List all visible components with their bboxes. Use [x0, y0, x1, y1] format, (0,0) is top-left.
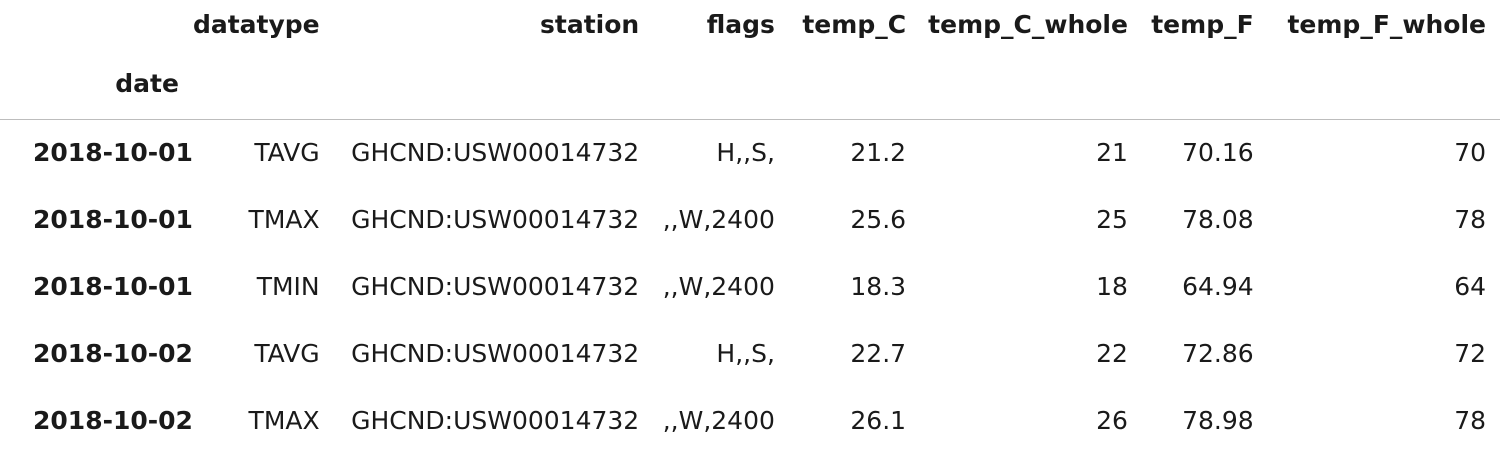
- cell-temp-c-whole: 21: [1096, 138, 1128, 168]
- index-header-row: date: [0, 48, 1500, 119]
- empty-header-cell: [1268, 48, 1500, 119]
- cell-temp-f-whole: 78: [1454, 205, 1486, 234]
- index-corner-cell: [0, 0, 193, 48]
- table-row: 2018-10-01 TMAX GHCND:USW00014732 ,,W,24…: [0, 186, 1500, 253]
- row-index-date: 2018-10-02: [33, 406, 193, 435]
- cell-station: GHCND:USW00014732: [351, 339, 640, 368]
- empty-header-cell: [789, 48, 920, 119]
- table-header: datatype station flags temp_C temp_C_who…: [0, 0, 1500, 119]
- column-header-temp-c-whole: temp_C_whole: [928, 9, 1128, 39]
- cell-station: GHCND:USW00014732: [351, 272, 640, 301]
- cell-temp-c: 21.2: [850, 138, 907, 168]
- cell-temp-f: 70.16: [1182, 138, 1254, 168]
- column-header-temp-f: temp_F: [1151, 9, 1254, 39]
- row-index-date: 2018-10-01: [33, 272, 193, 301]
- cell-temp-f: 72.86: [1182, 339, 1254, 368]
- cell-flags: H,,S,: [716, 339, 775, 368]
- index-name-header: date: [115, 68, 179, 98]
- table-row: 2018-10-01 TMIN GHCND:USW00014732 ,,W,24…: [0, 253, 1500, 320]
- cell-station: GHCND:USW00014732: [351, 138, 640, 168]
- empty-header-cell: [920, 48, 1142, 119]
- column-header-temp-c: temp_C: [802, 9, 907, 39]
- cell-temp-c-whole: 26: [1096, 406, 1128, 435]
- cell-temp-c: 26.1: [850, 406, 907, 435]
- cell-datatype: TAVG: [254, 339, 320, 368]
- cell-temp-f: 78.98: [1182, 406, 1254, 435]
- row-index-date: 2018-10-01: [33, 138, 193, 168]
- cell-temp-c: 22.7: [850, 339, 907, 368]
- cell-temp-f-whole: 64: [1454, 272, 1486, 301]
- cell-flags: ,,W,2400: [662, 205, 775, 234]
- cell-datatype: TMIN: [256, 272, 320, 301]
- empty-header-cell: [1142, 48, 1268, 119]
- column-header-datatype: datatype: [192, 9, 320, 39]
- cell-flags: ,,W,2400: [662, 406, 775, 435]
- row-index-date: 2018-10-01: [33, 205, 193, 234]
- table-row: 2018-10-01 TAVG GHCND:USW00014732 H,,S, …: [0, 119, 1500, 186]
- column-header-flags: flags: [706, 9, 775, 39]
- cell-temp-c: 18.3: [850, 272, 907, 301]
- cell-temp-c-whole: 22: [1096, 339, 1128, 368]
- cell-temp-c-whole: 18: [1096, 272, 1128, 301]
- table-body: 2018-10-01 TAVG GHCND:USW00014732 H,,S, …: [0, 119, 1500, 454]
- cell-flags: H,,S,: [716, 138, 775, 168]
- empty-header-cell: [653, 48, 789, 119]
- cell-temp-f-whole: 70: [1454, 138, 1486, 168]
- cell-station: GHCND:USW00014732: [351, 406, 640, 435]
- cell-temp-f-whole: 78: [1454, 406, 1486, 435]
- table-row: 2018-10-02 TMAX GHCND:USW00014732 ,,W,24…: [0, 387, 1500, 454]
- cell-station: GHCND:USW00014732: [351, 205, 640, 234]
- cell-datatype: TMAX: [248, 205, 320, 234]
- cell-temp-f: 64.94: [1182, 272, 1254, 301]
- cell-temp-c-whole: 25: [1096, 205, 1128, 234]
- column-header-row: datatype station flags temp_C temp_C_who…: [0, 0, 1500, 48]
- column-header-temp-f-whole: temp_F_whole: [1287, 9, 1486, 39]
- cell-datatype: TMAX: [248, 406, 320, 435]
- cell-temp-f: 78.08: [1182, 205, 1254, 234]
- table-row: 2018-10-02 TAVG GHCND:USW00014732 H,,S, …: [0, 320, 1500, 387]
- column-header-station: station: [540, 9, 640, 39]
- cell-datatype: TAVG: [254, 138, 320, 168]
- cell-temp-c: 25.6: [850, 205, 907, 234]
- empty-header-cell: [334, 48, 654, 119]
- empty-header-cell: [193, 48, 334, 119]
- cell-flags: ,,W,2400: [662, 272, 775, 301]
- cell-temp-f-whole: 72: [1454, 339, 1486, 368]
- row-index-date: 2018-10-02: [33, 339, 193, 368]
